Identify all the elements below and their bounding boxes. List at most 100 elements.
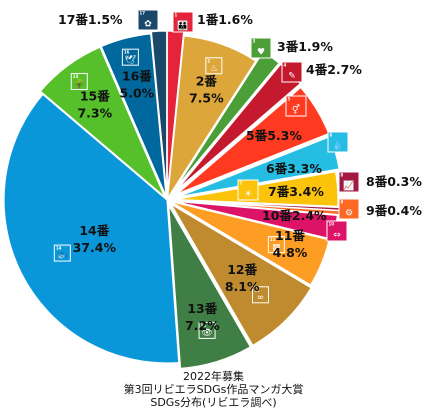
pie-slice-goal-13 <box>168 205 252 369</box>
climate-icon-glyph: 👁 <box>201 329 212 339</box>
slice-label-goal-12: 12番 <box>227 262 257 277</box>
reduced-inequality-icon-glyph: ⇔ <box>333 230 341 240</box>
life-on-land-icon-tile <box>70 72 88 90</box>
industry-icon: 9⚙ <box>338 198 360 220</box>
sdg-icons: 1👪2♨3♥4✎5⚥6💧7☀8📈9⚙10⇔11▦12∞13👁14🐟15🌳16🕊1… <box>53 9 360 339</box>
reduced-inequality-icon-number: 10 <box>329 222 335 227</box>
life-on-land-icon-glyph: 🌳 <box>74 78 85 90</box>
hunger-icon: 2♨ <box>205 57 223 75</box>
caption-line-2: 第3回リビエラSDGs作品マンガ大賞 <box>123 383 304 396</box>
gender-equality-icon-tile <box>285 95 307 117</box>
caption-line-1: 2022年募集 <box>183 370 244 383</box>
industry-icon-glyph: ⚙ <box>345 208 353 218</box>
chart-caption: 2022年募集 第3回リビエラSDGs作品マンガ大賞 SDGs分布(リビエラ調べ… <box>0 370 427 409</box>
energy-icon-number: 7 <box>240 181 243 186</box>
slice-value-goal-2: 7.5% <box>189 90 224 105</box>
water-icon-glyph: 💧 <box>332 139 343 151</box>
life-below-water-icon: 14🐟 <box>53 244 71 262</box>
peace-icon-tile <box>121 48 139 66</box>
cities-icon-number: 11 <box>270 237 276 242</box>
slice-value-goal-16: 5.0% <box>120 85 155 100</box>
reduced-inequality-icon-tile <box>326 220 348 242</box>
energy-icon: 7☀ <box>237 179 259 201</box>
slice-label-goal-7: 7番3.4% <box>268 184 324 199</box>
life-below-water-icon-number: 14 <box>56 246 62 251</box>
health-icon-tile <box>250 37 272 59</box>
climate-icon: 13👁 <box>198 321 216 339</box>
poverty-icon-glyph: 👪 <box>177 19 188 31</box>
slice-label-goal-11: 11番 <box>275 228 305 243</box>
life-below-water-icon-tile <box>53 244 71 262</box>
pie-slice-goal-2 <box>167 35 257 199</box>
gender-equality-icon-glyph: ⚥ <box>292 103 300 115</box>
education-icon: 4✎ <box>281 61 303 83</box>
pie-slice-goal-12 <box>169 202 312 347</box>
climate-icon-number: 13 <box>201 323 207 328</box>
slice-label-goal-9: 9番0.4% <box>366 203 422 218</box>
gender-equality-icon: 5⚥ <box>285 95 307 117</box>
economic-growth-icon-number: 8 <box>341 173 344 178</box>
cities-icon-tile <box>267 236 285 254</box>
climate-icon-tile <box>198 321 216 339</box>
slice-value-goal-13: 7.2% <box>185 318 220 333</box>
slice-label-goal-1: 1番1.6% <box>197 12 253 27</box>
slice-labels: 1番1.6% 2番 7.5% 3番1.9% 4番2.7% 5番5.3% 6番3.3% 7番3.… <box>58 12 422 333</box>
poverty-icon: 1👪 <box>172 11 194 33</box>
hunger-icon-glyph: ♨ <box>210 64 218 74</box>
peace-icon: 16🕊 <box>121 48 139 66</box>
life-on-land-icon: 15🌳 <box>70 72 88 90</box>
economic-growth-icon-tile <box>338 171 360 193</box>
industry-icon-tile <box>338 198 360 220</box>
education-icon-number: 4 <box>284 63 287 68</box>
poverty-icon-tile <box>172 11 194 33</box>
slice-value-goal-15: 7.3% <box>77 105 112 120</box>
partnerships-icon: 17 ✿ <box>137 9 159 31</box>
poverty-icon-number: 1 <box>175 13 178 18</box>
energy-icon-tile <box>237 179 259 201</box>
energy-icon-glyph: ☀ <box>244 189 252 199</box>
reduced-inequality-icon: 10 ⇔ <box>326 220 348 242</box>
slice-label-goal-15: 15番 <box>80 88 110 103</box>
slice-label-goal-5: 5番5.3% <box>246 128 302 143</box>
partnerships-icon-glyph: ✿ <box>144 19 152 29</box>
slice-label-goal-3: 3番1.9% <box>277 39 333 54</box>
economic-growth-icon: 8📈 <box>338 171 360 193</box>
education-icon-glyph: ✎ <box>288 71 296 81</box>
water-icon-tile <box>327 131 349 153</box>
peace-icon-number: 16 <box>124 50 130 55</box>
economic-growth-icon-glyph: 📈 <box>343 179 354 191</box>
consumption-icon: 12∞ <box>251 286 269 304</box>
partnerships-icon-number: 17 <box>140 11 146 16</box>
health-icon: 3♥ <box>250 37 272 59</box>
slice-label-goal-13: 13番 <box>187 301 217 316</box>
hunger-icon-tile <box>205 57 223 75</box>
life-on-land-icon-number: 15 <box>73 74 79 79</box>
slice-label-goal-2: 2番 <box>196 73 218 88</box>
education-icon-tile <box>281 61 303 83</box>
caption-line-3: SDGs分布(リビエラ調べ) <box>150 396 277 409</box>
water-icon: 6💧 <box>327 131 349 153</box>
life-below-water-icon-glyph: 🐟 <box>57 251 68 261</box>
partnerships-icon-tile <box>137 9 159 31</box>
hunger-icon-number: 2 <box>207 58 210 63</box>
slice-label-goal-6: 6番3.3% <box>266 161 322 176</box>
consumption-icon-number: 12 <box>254 287 260 292</box>
pie-slice-goal-17 <box>150 30 168 195</box>
peace-icon-glyph: 🕊 <box>125 53 137 65</box>
cities-icon: 11▦ <box>267 236 285 254</box>
slice-label-goal-4: 4番2.7% <box>306 62 362 77</box>
slice-label-goal-8: 8番0.3% <box>366 174 422 189</box>
slice-label-goal-17: 17番1.5% <box>58 12 123 27</box>
industry-icon-number: 9 <box>341 200 344 205</box>
slice-value-goal-12: 8.1% <box>225 279 260 294</box>
health-icon-number: 3 <box>253 39 256 44</box>
slice-label-goal-14: 14番 <box>79 223 109 238</box>
pie-slice-goal-14 <box>3 93 180 364</box>
slice-label-goal-16: 16番 <box>122 68 152 83</box>
health-icon-glyph: ♥ <box>257 47 265 57</box>
slice-value-goal-14: 37.4% <box>73 240 117 255</box>
cities-icon-glyph: ▦ <box>272 243 281 253</box>
pie-slice-goal-16 <box>100 33 167 197</box>
water-icon-number: 6 <box>330 133 333 138</box>
